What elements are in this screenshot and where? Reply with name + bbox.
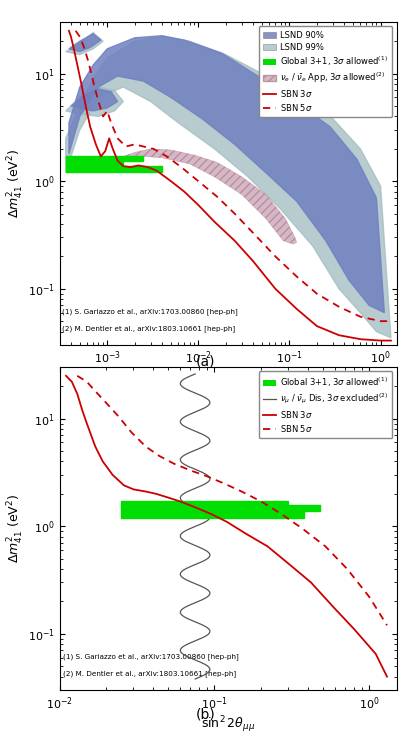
Polygon shape (69, 36, 384, 312)
X-axis label: $\sin^2 2\theta_{\mu e}$: $\sin^2 2\theta_{\mu e}$ (201, 370, 255, 390)
Text: (1) S. Gariazzo et al., arXiv:1703.00860 [hep-ph]: (1) S. Gariazzo et al., arXiv:1703.00860… (62, 308, 237, 315)
Text: $\nu_\mu \rightarrow \nu_e$  appearance: $\nu_\mu \rightarrow \nu_e$ appearance (273, 32, 390, 48)
Polygon shape (66, 33, 103, 55)
Polygon shape (66, 37, 391, 338)
Legend: Global 3+1, 3$\sigma$ allowed$^{(1)}$, $\nu_\mu$ / $\bar{\nu}_\mu$ Dis, 3$\sigma: Global 3+1, 3$\sigma$ allowed$^{(1)}$, $… (259, 372, 393, 439)
Polygon shape (123, 149, 297, 244)
Text: (b): (b) (196, 708, 215, 722)
Text: (2) M. Dentler et al., arXiv:1803.10661 [hep-ph]: (2) M. Dentler et al., arXiv:1803.10661 … (62, 325, 235, 332)
Legend: LSND 90%, LSND 99%, Global 3+1, 3$\sigma$ allowed$^{(1)}$, $\nu_e$ / $\bar{\nu}_: LSND 90%, LSND 99%, Global 3+1, 3$\sigma… (259, 27, 393, 117)
X-axis label: $\sin^2 2\theta_{\mu\mu}$: $\sin^2 2\theta_{\mu\mu}$ (201, 715, 255, 735)
Text: (2) M. Dentler et al., arXiv:1803.10661 [hep-ph]: (2) M. Dentler et al., arXiv:1803.10661 … (63, 670, 236, 677)
Polygon shape (66, 87, 123, 116)
Polygon shape (69, 33, 101, 52)
Y-axis label: $\Delta m^2_{41}$ (eV$^2$): $\Delta m^2_{41}$ (eV$^2$) (6, 149, 26, 218)
Text: $\nu_\mu$  disappearance: $\nu_\mu$ disappearance (271, 377, 390, 395)
Text: (a): (a) (196, 354, 215, 368)
Polygon shape (71, 89, 118, 111)
Text: (1) S. Gariazzo et al., arXiv:1703.00860 [hep-ph]: (1) S. Gariazzo et al., arXiv:1703.00860… (63, 653, 239, 660)
Y-axis label: $\Delta m^2_{41}$ (eV$^2$): $\Delta m^2_{41}$ (eV$^2$) (6, 494, 26, 563)
